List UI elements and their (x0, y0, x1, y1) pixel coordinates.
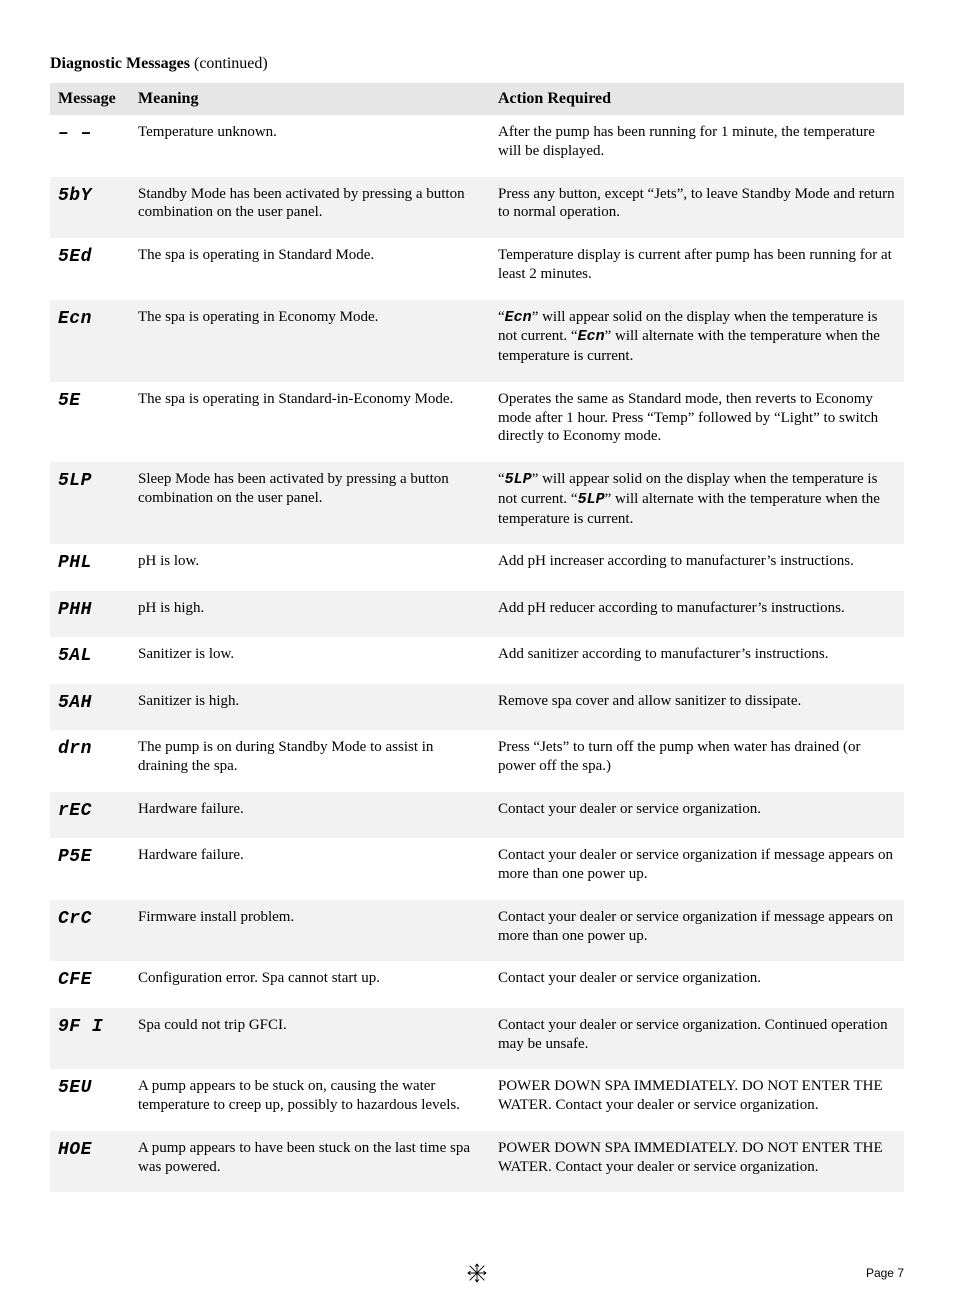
message-action: Add pH increaser according to manufactur… (490, 544, 904, 591)
message-action: Add sanitizer according to manufacturer’… (490, 637, 904, 684)
message-meaning: Standby Mode has been activated by press… (130, 177, 490, 239)
col-header-action: Action Required (490, 83, 904, 115)
message-meaning: Sanitizer is high. (130, 684, 490, 731)
message-action: POWER DOWN SPA IMMEDIATELY. DO NOT ENTER… (490, 1131, 904, 1193)
page-footer: Page 7 (50, 1262, 904, 1284)
section-title-suffix: (continued) (190, 55, 268, 72)
table-row: CFEConfiguration error. Spa cannot start… (50, 961, 904, 1008)
message-meaning: Hardware failure. (130, 792, 490, 839)
message-meaning: Sanitizer is low. (130, 637, 490, 684)
table-row: 9F ISpa could not trip GFCI.Contact your… (50, 1008, 904, 1070)
table-row: rECHardware failure.Contact your dealer … (50, 792, 904, 839)
message-code: 5bY (50, 177, 130, 239)
message-code: 5AL (50, 637, 130, 684)
table-row: EcnThe spa is operating in Economy Mode.… (50, 300, 904, 382)
message-action: Contact your dealer or service organizat… (490, 900, 904, 962)
message-meaning: Temperature unknown. (130, 115, 490, 177)
message-code: CrC (50, 900, 130, 962)
message-meaning: Hardware failure. (130, 838, 490, 900)
table-row: HOEA pump appears to have been stuck on … (50, 1131, 904, 1193)
message-action: Remove spa cover and allow sanitizer to … (490, 684, 904, 731)
message-code: 5Ed (50, 238, 130, 300)
message-meaning: Configuration error. Spa cannot start up… (130, 961, 490, 1008)
message-code: P5E (50, 838, 130, 900)
message-meaning: A pump appears to be stuck on, causing t… (130, 1069, 490, 1131)
message-action: “5LP” will appear solid on the display w… (490, 462, 904, 544)
message-meaning: Firmware install problem. (130, 900, 490, 962)
table-row: 5AHSanitizer is high.Remove spa cover an… (50, 684, 904, 731)
message-action: Contact your dealer or service organizat… (490, 1008, 904, 1070)
message-action: Press any button, except “Jets”, to leav… (490, 177, 904, 239)
message-action: Press “Jets” to turn off the pump when w… (490, 730, 904, 792)
message-action: Operates the same as Standard mode, then… (490, 382, 904, 462)
message-action: Contact your dealer or service organizat… (490, 961, 904, 1008)
message-meaning: The spa is operating in Standard-in-Econ… (130, 382, 490, 462)
table-row: PHHpH is high.Add pH reducer according t… (50, 591, 904, 638)
message-code: 9F I (50, 1008, 130, 1070)
table-header-row: Message Meaning Action Required (50, 83, 904, 115)
message-meaning: The pump is on during Standby Mode to as… (130, 730, 490, 792)
section-title-bold: Diagnostic Messages (50, 55, 190, 72)
page-number: Page 7 (844, 1266, 904, 1280)
message-action: Temperature display is current after pum… (490, 238, 904, 300)
message-code: rEC (50, 792, 130, 839)
table-row: 5LPSleep Mode has been activated by pres… (50, 462, 904, 544)
message-code: PHH (50, 591, 130, 638)
message-action: POWER DOWN SPA IMMEDIATELY. DO NOT ENTER… (490, 1069, 904, 1131)
message-action: Contact your dealer or service organizat… (490, 792, 904, 839)
table-row: P5EHardware failure.Contact your dealer … (50, 838, 904, 900)
table-row: drnThe pump is on during Standby Mode to… (50, 730, 904, 792)
snowflake-icon (466, 1262, 488, 1284)
message-code: 5AH (50, 684, 130, 731)
table-row: 5ALSanitizer is low.Add sanitizer accord… (50, 637, 904, 684)
col-header-meaning: Meaning (130, 83, 490, 115)
table-row: PHLpH is low.Add pH increaser according … (50, 544, 904, 591)
message-code: Ecn (50, 300, 130, 382)
table-row: 5EThe spa is operating in Standard-in-Ec… (50, 382, 904, 462)
message-meaning: A pump appears to have been stuck on the… (130, 1131, 490, 1193)
message-code: 5LP (50, 462, 130, 544)
message-meaning: The spa is operating in Economy Mode. (130, 300, 490, 382)
section-title: Diagnostic Messages (continued) (50, 55, 904, 73)
message-code: drn (50, 730, 130, 792)
diagnostic-table: Message Meaning Action Required – –Tempe… (50, 83, 904, 1192)
message-action: Add pH reducer according to manufacturer… (490, 591, 904, 638)
message-meaning: pH is low. (130, 544, 490, 591)
message-meaning: pH is high. (130, 591, 490, 638)
table-row: CrCFirmware install problem.Contact your… (50, 900, 904, 962)
table-row: 5bYStandby Mode has been activated by pr… (50, 177, 904, 239)
message-meaning: Sleep Mode has been activated by pressin… (130, 462, 490, 544)
message-meaning: The spa is operating in Standard Mode. (130, 238, 490, 300)
message-action: “Ecn” will appear solid on the display w… (490, 300, 904, 382)
message-code: PHL (50, 544, 130, 591)
message-code: 5EU (50, 1069, 130, 1131)
message-code: CFE (50, 961, 130, 1008)
message-code: HOE (50, 1131, 130, 1193)
table-row: – –Temperature unknown.After the pump ha… (50, 115, 904, 177)
table-row: 5EUA pump appears to be stuck on, causin… (50, 1069, 904, 1131)
message-action: After the pump has been running for 1 mi… (490, 115, 904, 177)
table-row: 5EdThe spa is operating in Standard Mode… (50, 238, 904, 300)
message-code: 5E (50, 382, 130, 462)
message-code: – – (50, 115, 130, 177)
message-meaning: Spa could not trip GFCI. (130, 1008, 490, 1070)
message-action: Contact your dealer or service organizat… (490, 838, 904, 900)
col-header-message: Message (50, 83, 130, 115)
